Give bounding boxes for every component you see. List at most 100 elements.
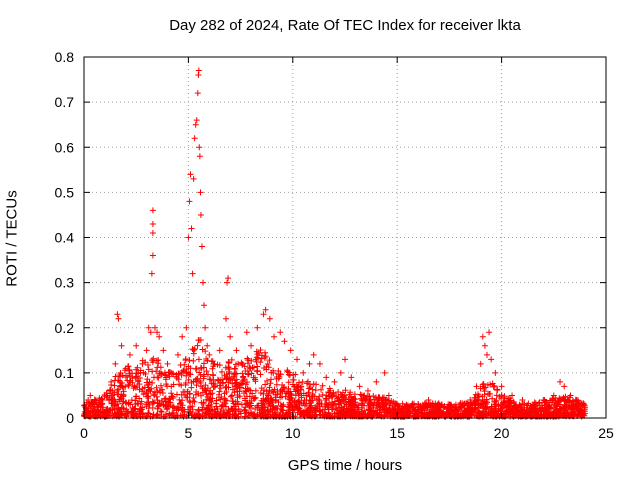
data-point [121,412,128,419]
data-point [245,360,252,367]
data-point [95,401,102,408]
data-point [109,396,116,403]
data-point [244,371,251,378]
data-point [87,392,94,399]
data-point [110,403,117,410]
data-point [253,358,260,365]
data-point [229,375,236,382]
data-point [254,324,261,331]
data-point [142,371,149,378]
data-point [232,366,239,373]
data-point [114,406,121,413]
data-point [373,378,380,385]
data-point [201,302,208,309]
data-point [112,360,119,367]
data-point [272,397,279,404]
data-point [145,384,152,391]
data-point [154,364,161,371]
data-point [239,370,246,377]
data-point [242,385,249,392]
data-point [197,379,204,386]
data-point [308,413,315,420]
data-point [266,357,273,364]
data-point [112,373,119,380]
data-point [145,393,152,400]
data-point [98,395,105,402]
data-point [233,382,240,389]
data-point [313,381,320,388]
data-point [563,401,570,408]
data-point [243,393,250,400]
data-point [471,406,478,413]
data-point [191,135,198,142]
data-point [149,400,156,407]
data-point [149,379,156,386]
data-point [335,413,342,420]
data-point [117,396,124,403]
data-point [411,400,418,407]
data-point [461,400,468,407]
data-point [229,398,236,405]
data-point [208,413,215,420]
data-point [202,348,209,355]
data-point [159,386,166,393]
data-point [196,369,203,376]
data-point [148,357,155,364]
data-point [323,374,330,381]
data-point [132,374,139,381]
data-point [303,392,310,399]
data-point [266,387,273,394]
data-point [188,225,195,232]
data-point [178,400,185,407]
data-point [103,411,110,418]
data-point [435,401,442,408]
data-point [409,404,416,411]
data-point [325,393,332,400]
data-point [236,388,243,395]
data-point [190,347,197,354]
data-point [262,306,269,313]
data-point [545,401,552,408]
data-point [574,400,581,407]
y-tick-label: 0.8 [55,49,75,65]
data-point [151,324,158,331]
data-point [195,356,202,363]
data-point [264,377,271,384]
data-point [277,371,284,378]
data-point [291,383,298,390]
data-point [488,404,495,411]
data-point [225,364,232,371]
data-point [232,371,239,378]
data-point [469,401,476,408]
data-point [189,270,196,277]
data-point [411,412,418,419]
data-point [154,374,161,381]
data-point [535,410,542,417]
data-point [125,382,132,389]
data-point [147,329,154,336]
data-point [131,383,138,390]
data-point [206,376,213,383]
data-point [509,405,516,412]
data-point [337,369,344,376]
data-point [401,403,408,410]
data-point [290,371,297,378]
data-point [536,413,543,420]
data-point [292,388,299,395]
data-point [319,406,326,413]
data-point [573,396,580,403]
data-point [186,409,193,416]
data-point [222,315,229,322]
data-point [509,411,516,418]
data-point [173,371,180,378]
data-point [489,395,496,402]
data-point [364,387,371,394]
data-point [190,175,197,182]
data-point [350,406,357,413]
data-point [291,398,298,405]
data-point [286,372,293,379]
data-point [296,379,303,386]
data-point [144,361,151,368]
data-point [172,413,179,420]
data-point [203,368,210,375]
